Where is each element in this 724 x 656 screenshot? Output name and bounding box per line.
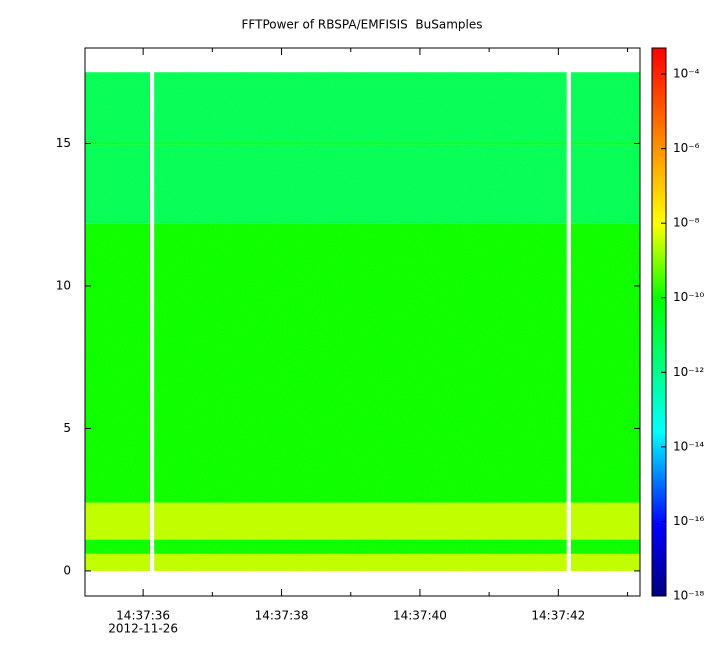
y-tick-label: 0 — [63, 563, 71, 577]
y-tick-label: 10 — [56, 278, 71, 292]
x-tick-label: 14:37:40 — [393, 609, 447, 623]
colorbar-tick-label: 10⁻⁴ — [673, 67, 700, 81]
colorbar-tick-label: 10⁻¹⁸ — [673, 589, 704, 603]
y-tick-label: 15 — [56, 136, 71, 150]
colorbar-tick-label: 10⁻¹² — [673, 365, 704, 379]
date-label: 2012-11-26 — [108, 622, 178, 636]
chart-title: FFTPower of RBSPA/EMFISIS BuSamples — [242, 18, 483, 32]
x-tick-label: 14:37:36 — [116, 609, 170, 623]
x-tick-label: 14:37:42 — [531, 609, 585, 623]
plot-frame — [84, 47, 641, 597]
colorbar-tick-label: 10⁻⁸ — [673, 216, 700, 230]
colorbar-tick-label: 10⁻¹⁰ — [673, 290, 704, 304]
colorbar-tick-label: 10⁻¹⁶ — [673, 514, 704, 528]
texture — [570, 72, 640, 571]
x-tick-label: 14:37:38 — [255, 609, 309, 623]
texture — [85, 72, 151, 571]
colorbar-tick-label: 10⁻¹⁴ — [673, 439, 704, 453]
colorbar-tick-label: 10⁻⁶ — [673, 141, 700, 155]
colorbar — [651, 47, 667, 597]
texture — [154, 72, 567, 571]
y-tick-label: 5 — [63, 421, 71, 435]
